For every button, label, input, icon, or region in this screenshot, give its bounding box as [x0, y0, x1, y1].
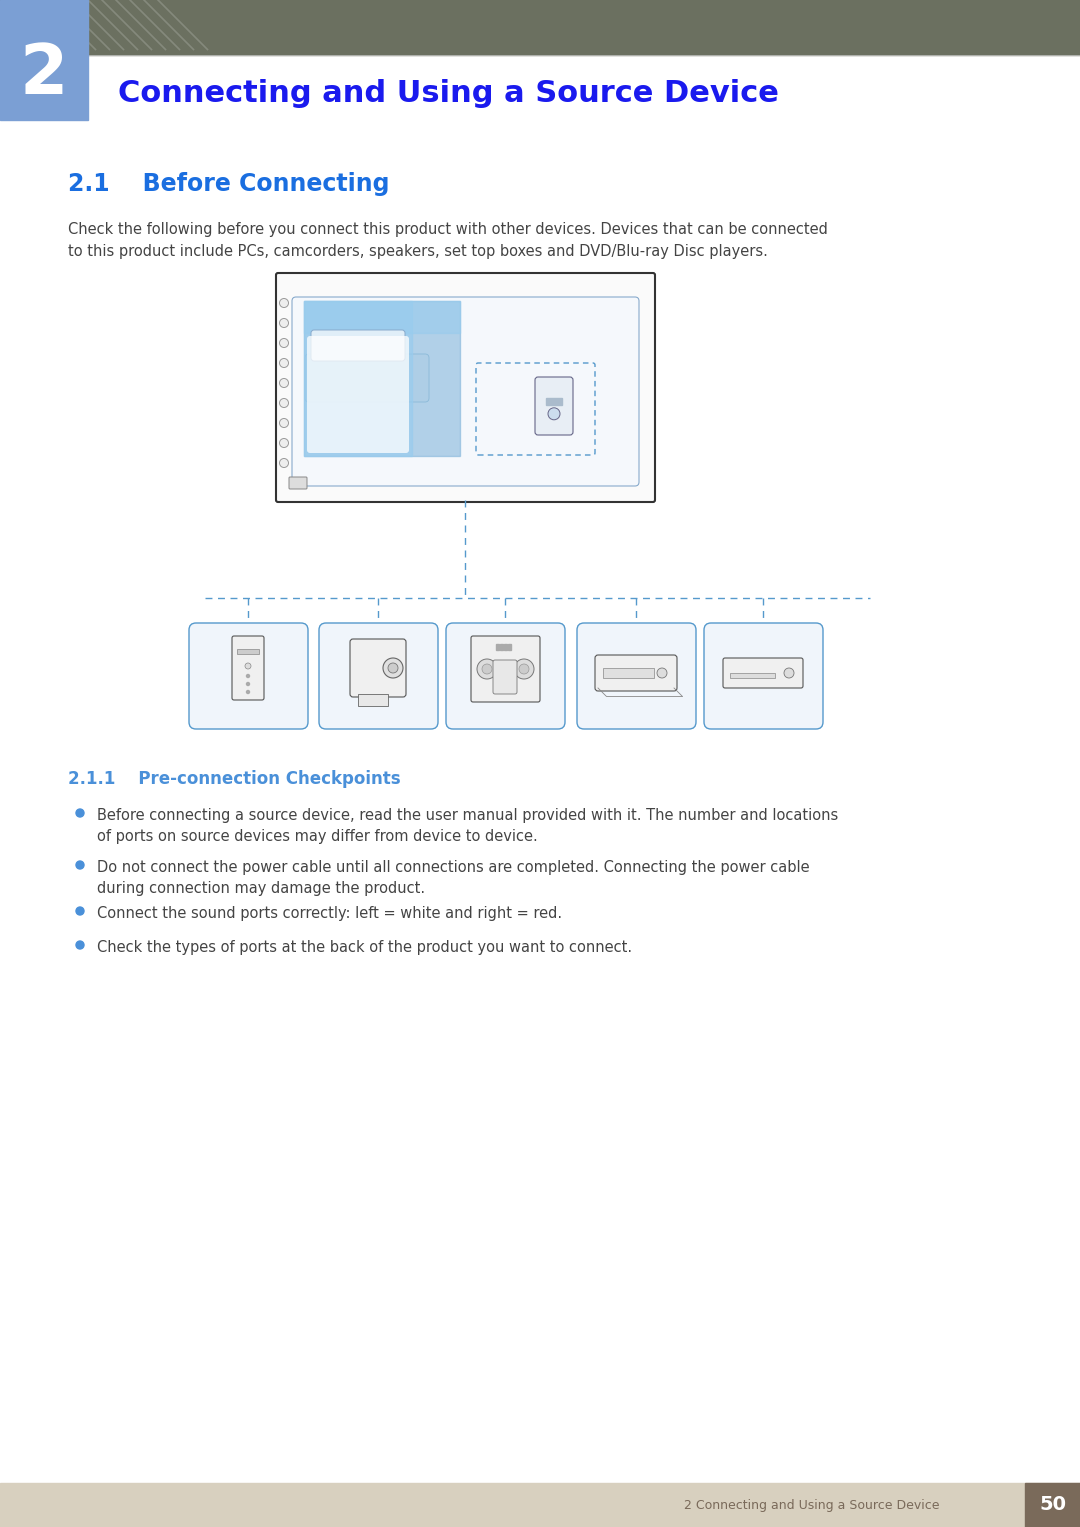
FancyBboxPatch shape [276, 273, 654, 502]
FancyBboxPatch shape [492, 660, 517, 693]
Circle shape [280, 399, 288, 408]
Circle shape [514, 660, 534, 680]
Bar [237, 649, 259, 654]
Circle shape [246, 690, 249, 693]
Bar [0, 0, 87, 121]
Text: Do not connect the power cable until all connections are completed. Connecting t: Do not connect the power cable until all… [97, 860, 810, 896]
Bar [0, 0, 1080, 55]
FancyBboxPatch shape [292, 296, 639, 486]
Text: Before connecting a source device, read the user manual provided with it. The nu: Before connecting a source device, read … [97, 808, 838, 844]
Text: Check the types of ports at the back of the product you want to connect.: Check the types of ports at the back of … [97, 941, 632, 954]
FancyBboxPatch shape [319, 623, 438, 728]
Text: 2: 2 [19, 41, 68, 108]
Circle shape [246, 683, 249, 686]
FancyBboxPatch shape [577, 623, 696, 728]
FancyBboxPatch shape [289, 476, 307, 489]
FancyBboxPatch shape [471, 637, 540, 702]
Text: 2 Connecting and Using a Source Device: 2 Connecting and Using a Source Device [685, 1498, 940, 1512]
Circle shape [280, 458, 288, 467]
Circle shape [280, 298, 288, 307]
Circle shape [784, 667, 794, 678]
Circle shape [245, 663, 251, 669]
Circle shape [76, 809, 84, 817]
FancyBboxPatch shape [350, 638, 406, 696]
Text: to this product include PCs, camcorders, speakers, set top boxes and DVD/Blu-ray: to this product include PCs, camcorders,… [68, 244, 768, 260]
FancyBboxPatch shape [723, 658, 804, 689]
FancyBboxPatch shape [446, 623, 565, 728]
Bar [508, 644, 511, 651]
FancyBboxPatch shape [232, 637, 264, 699]
Bar [0, 1483, 1080, 1527]
Circle shape [246, 675, 249, 678]
Circle shape [280, 359, 288, 368]
Bar [603, 667, 654, 678]
Circle shape [657, 667, 667, 678]
Circle shape [280, 339, 288, 348]
Bar [496, 644, 499, 651]
Circle shape [383, 658, 403, 678]
Circle shape [76, 861, 84, 869]
FancyBboxPatch shape [305, 354, 429, 402]
FancyBboxPatch shape [535, 377, 573, 435]
Text: 50: 50 [1039, 1495, 1066, 1515]
Circle shape [76, 907, 84, 915]
Circle shape [280, 379, 288, 388]
FancyBboxPatch shape [595, 655, 677, 692]
Bar [303, 301, 460, 457]
Bar [504, 644, 507, 651]
Circle shape [548, 408, 561, 420]
Text: 2.1    Before Connecting: 2.1 Before Connecting [68, 173, 390, 195]
Text: Connecting and Using a Source Device: Connecting and Using a Source Device [118, 78, 779, 107]
Bar [546, 399, 562, 405]
FancyBboxPatch shape [311, 330, 405, 360]
Text: Check the following before you connect this product with other devices. Devices : Check the following before you connect t… [68, 221, 828, 237]
Circle shape [280, 438, 288, 447]
Circle shape [482, 664, 492, 673]
FancyBboxPatch shape [307, 336, 409, 454]
Bar [1025, 1483, 1080, 1527]
Text: Connect the sound ports correctly: left = white and right = red.: Connect the sound ports correctly: left … [97, 906, 562, 921]
Bar [303, 301, 460, 333]
Circle shape [388, 663, 399, 673]
Text: 2.1.1    Pre-connection Checkpoints: 2.1.1 Pre-connection Checkpoints [68, 770, 401, 788]
Bar [357, 693, 388, 705]
Bar [303, 301, 411, 457]
FancyBboxPatch shape [704, 623, 823, 728]
Bar [500, 644, 503, 651]
Circle shape [280, 418, 288, 428]
FancyBboxPatch shape [189, 623, 308, 728]
Bar [730, 673, 775, 678]
Circle shape [519, 664, 529, 673]
Circle shape [280, 319, 288, 327]
Circle shape [477, 660, 497, 680]
Circle shape [76, 941, 84, 948]
